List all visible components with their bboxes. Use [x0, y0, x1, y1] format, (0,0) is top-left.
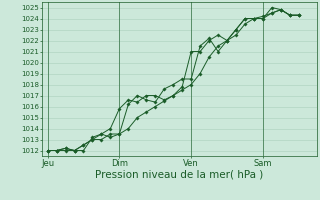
X-axis label: Pression niveau de la mer( hPa ): Pression niveau de la mer( hPa ) [95, 170, 263, 180]
